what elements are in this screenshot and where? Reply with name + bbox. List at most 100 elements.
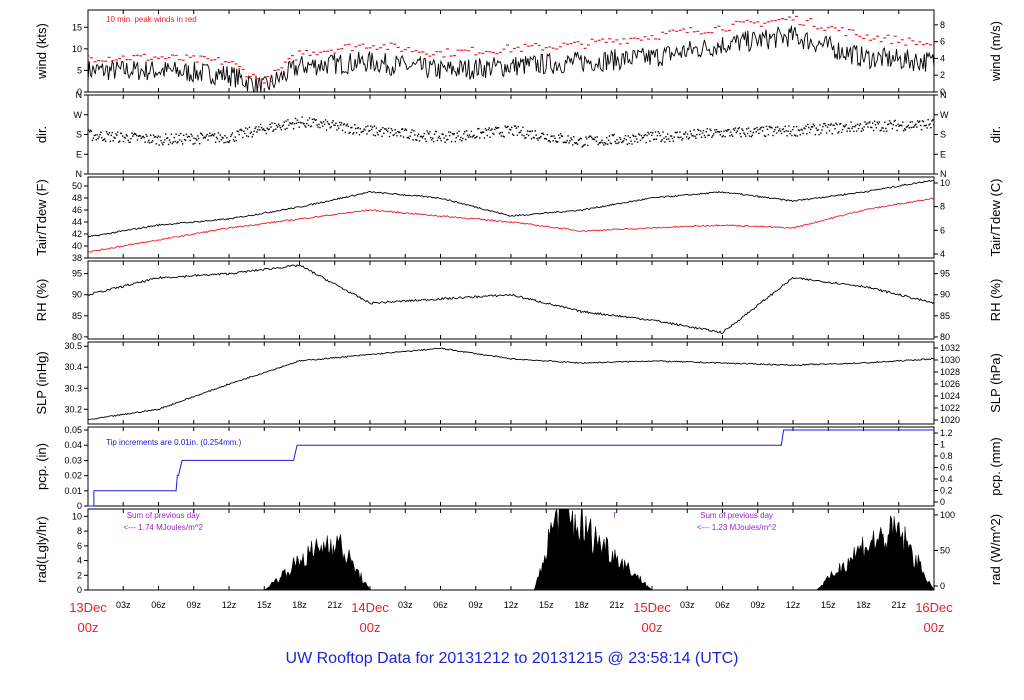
direction-point (734, 127, 737, 129)
y-axis-label-right: Tair/Tdew (C) (988, 178, 1003, 256)
direction-point (794, 135, 797, 137)
direction-point (504, 125, 506, 127)
direction-point (120, 132, 123, 135)
direction-point (515, 127, 518, 129)
y-axis-label-right: pcp. (mm) (988, 437, 1003, 496)
direction-point (293, 123, 296, 125)
direction-point (452, 133, 455, 136)
direction-point (223, 141, 225, 144)
y-tick-label-right: 6 (940, 37, 945, 47)
direction-point (400, 135, 402, 137)
direction-point (903, 128, 906, 130)
direction-point (218, 140, 221, 143)
y-tick-label: 0.03 (64, 455, 82, 465)
direction-point (243, 130, 245, 133)
hour-tick-label: 09z (186, 600, 201, 610)
direction-point (812, 123, 815, 125)
direction-point (397, 131, 399, 133)
direction-point (802, 132, 804, 135)
y-tick-label: 0.04 (64, 440, 82, 450)
direction-point (540, 135, 542, 138)
y-tick-label: 8 (77, 526, 82, 536)
direction-point (684, 131, 687, 133)
y-tick-label-right: 4 (940, 249, 945, 259)
direction-point (924, 124, 926, 127)
direction-point (577, 139, 580, 141)
direction-point (304, 125, 306, 127)
hour-tick-label: 09z (468, 600, 483, 610)
direction-point (711, 136, 713, 138)
direction-point (490, 129, 492, 131)
direction-point (204, 137, 206, 139)
direction-point (478, 127, 480, 130)
hour-tick-label: 12z (786, 600, 801, 610)
hour-tick-label: 03z (116, 600, 131, 610)
direction-point (931, 120, 933, 122)
direction-point (621, 141, 624, 143)
y-tick-label-right: 1026 (940, 379, 960, 389)
direction-point (584, 143, 586, 146)
direction-point (657, 130, 660, 133)
direction-point (630, 140, 632, 142)
direction-point (895, 124, 897, 127)
direction-point (88, 131, 91, 133)
direction-point (698, 129, 700, 131)
direction-point (364, 129, 366, 131)
y-axis-label-right: RH (%) (988, 279, 1003, 322)
direction-point (266, 127, 268, 129)
y-tick-label: 4 (77, 556, 82, 566)
direction-point (214, 141, 217, 143)
direction-point (911, 121, 913, 123)
direction-point (434, 130, 437, 133)
direction-point (642, 136, 644, 139)
direction-point (774, 128, 776, 131)
direction-point (279, 127, 282, 129)
direction-point (569, 140, 571, 142)
direction-point (128, 141, 130, 143)
direction-point (108, 132, 111, 134)
direction-point (522, 126, 524, 129)
direction-point (457, 135, 459, 137)
y-tick-label-right: 2 (940, 70, 945, 80)
y-tick-label: E (76, 149, 82, 159)
direction-point (449, 131, 452, 134)
direction-point (282, 124, 284, 126)
direction-point (640, 134, 643, 137)
direction-point (793, 125, 795, 128)
direction-point (535, 134, 537, 136)
direction-point (339, 124, 342, 126)
direction-point (496, 127, 499, 129)
direction-point (622, 140, 625, 142)
y-tick-label-right: 6 (940, 225, 945, 235)
direction-point (655, 138, 658, 140)
direction-point (491, 128, 493, 130)
y-tick-label: 10 (72, 511, 82, 521)
direction-point (315, 119, 317, 121)
direction-point (314, 119, 316, 121)
direction-point (332, 120, 334, 122)
direction-point (860, 130, 863, 132)
direction-point (682, 137, 684, 140)
direction-point (483, 137, 486, 139)
direction-point (918, 121, 920, 124)
day-label-date: 13Dec (69, 600, 107, 615)
y-tick-label: 0.05 (64, 425, 82, 435)
direction-point (735, 131, 738, 134)
direction-point (752, 131, 754, 134)
direction-point (343, 123, 346, 125)
direction-point (875, 127, 878, 129)
direction-point (101, 136, 103, 139)
y-tick-label: 10 (72, 44, 82, 54)
direction-point (102, 139, 104, 142)
direction-point (357, 127, 360, 129)
direction-point (221, 136, 223, 139)
direction-point (165, 133, 167, 135)
direction-point (164, 139, 166, 141)
direction-point (209, 132, 211, 134)
direction-point (899, 124, 901, 127)
y-tick-label: 48 (72, 193, 82, 203)
direction-point (463, 133, 465, 135)
direction-point (288, 124, 290, 126)
direction-point (392, 134, 394, 137)
direction-point (391, 129, 394, 132)
